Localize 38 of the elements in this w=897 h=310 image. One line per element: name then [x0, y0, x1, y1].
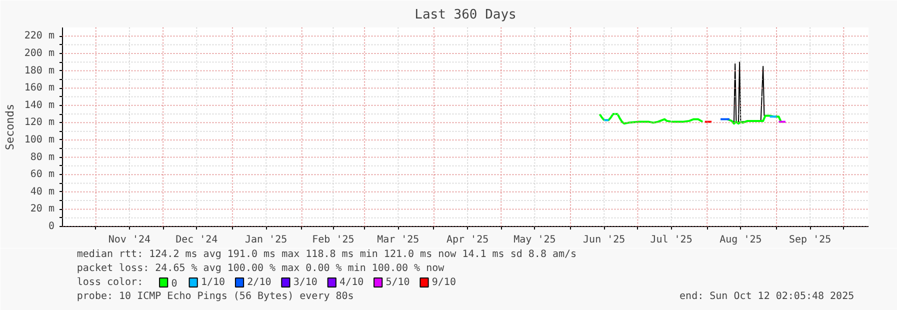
text: median rtt: 124.2 ms avg 191.0 ms max 118.8 ms min 121.0 ms now 14.1 ms sd 8.8 am/s [76, 249, 577, 260]
x-tick-label: May '25 [514, 234, 556, 246]
y-tick-label: 80 m [30, 152, 55, 163]
y-tick-label: 60 m [30, 169, 55, 180]
legend-label: 4/10 [340, 277, 364, 288]
y-tick-label: 0 [48, 221, 55, 232]
y-tick-label: 160 m [24, 82, 55, 94]
x-tick-label: Jan '25 [244, 234, 288, 246]
x-tick-label: Apr '25 [446, 234, 489, 246]
legend-label: 0 [171, 278, 178, 290]
text: packet loss: 24.65 % avg 100.00 % max 0.00 % min 100.00 % now [76, 263, 446, 274]
y-tick-label: 180 m [24, 65, 55, 76]
x-tick-label: Nov '24 [108, 234, 151, 246]
legend-label: 5/10 [386, 277, 410, 288]
x-tick-label: Feb '25 [312, 234, 354, 246]
legend-label: 2/10 [247, 277, 272, 288]
y-tick-label: 20 m [30, 204, 55, 215]
y-tick-label: 40 m [30, 186, 55, 198]
text: probe: 10 ICMP Echo Pings (56 Bytes) every 80s [76, 291, 354, 302]
y-axis-title: Seconds [3, 104, 16, 150]
x-tick-label: Aug '25 [720, 234, 762, 246]
text: end: Sun Oct 12 02:05:48 2025 [680, 291, 854, 302]
legend-label: 1/10 [200, 277, 226, 288]
x-tick-label: Jul '25 [650, 234, 692, 246]
y-tick-label: 220 m [24, 30, 55, 42]
y-tick-label: 200 m [24, 48, 55, 59]
chart-title: Last 360 Days [414, 8, 516, 22]
line-series [731, 62, 765, 124]
legend-label: 3/10 [293, 277, 318, 288]
legend-title: loss color: [76, 277, 144, 288]
y-tick-label: 120 m [24, 117, 55, 128]
x-tick-label: Mar '25 [377, 234, 420, 246]
x-tick-label: Sep '25 [789, 234, 832, 246]
y-tick-label: 100 m [24, 134, 55, 146]
legend-label: 9/10 [432, 277, 456, 288]
x-tick-label: Dec '24 [176, 234, 218, 246]
x-tick-label: Jun '25 [583, 234, 626, 246]
y-tick-label: 140 m [24, 100, 55, 111]
